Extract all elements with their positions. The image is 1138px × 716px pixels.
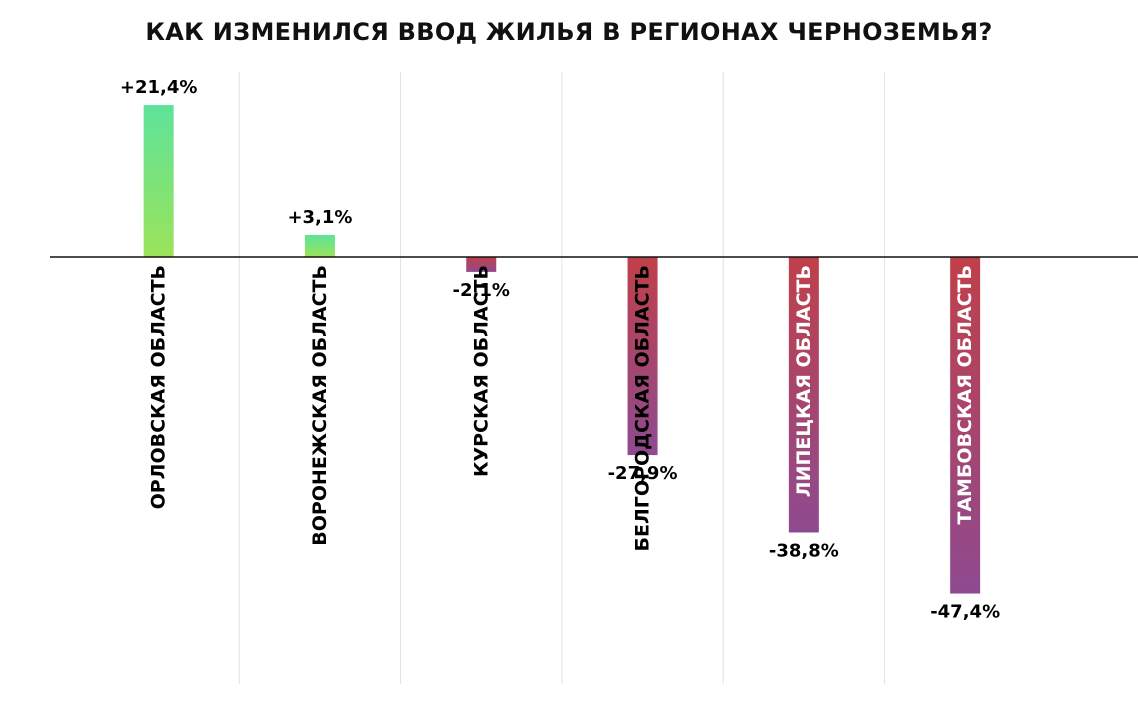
category-label: КУРСКАЯ ОБЛАСТЬ	[470, 265, 492, 477]
value-label: -2,1%	[453, 280, 510, 301]
labels: +21,4% ОРЛОВСКАЯ ОБЛАСТЬ +3,1% ВОРОНЕЖСКАЯ …	[120, 77, 1000, 622]
value-label: -27,9%	[608, 463, 678, 484]
category-label: ОРЛОВСКАЯ ОБЛАСТЬ	[148, 265, 170, 509]
bar	[466, 257, 497, 272]
category-label: ВОРОНЕЖСКАЯ ОБЛАСТЬ	[309, 265, 331, 546]
bar	[788, 257, 819, 533]
bar	[950, 257, 981, 594]
bars	[143, 105, 981, 594]
value-label: +3,1%	[287, 207, 352, 228]
bar	[627, 257, 658, 456]
category-label: ТАМБОВСКАЯ ОБЛАСТЬ	[954, 265, 976, 525]
category-label: БЕЛГОРОДСКАЯ ОБЛАСТЬ	[632, 265, 654, 551]
value-label: -47,4%	[930, 602, 1000, 623]
bar	[304, 234, 335, 257]
value-label: -38,8%	[769, 540, 839, 561]
grid-lines	[238, 72, 885, 684]
category-label: ЛИПЕЦКАЯ ОБЛАСТЬ	[793, 265, 815, 497]
bar	[143, 105, 174, 257]
value-label: +21,4%	[120, 77, 198, 98]
chart-title: КАК ИЗМЕНИЛСЯ ВВОД ЖИЛЬЯ В РЕГИОНАХ ЧЕРН…	[145, 18, 993, 46]
